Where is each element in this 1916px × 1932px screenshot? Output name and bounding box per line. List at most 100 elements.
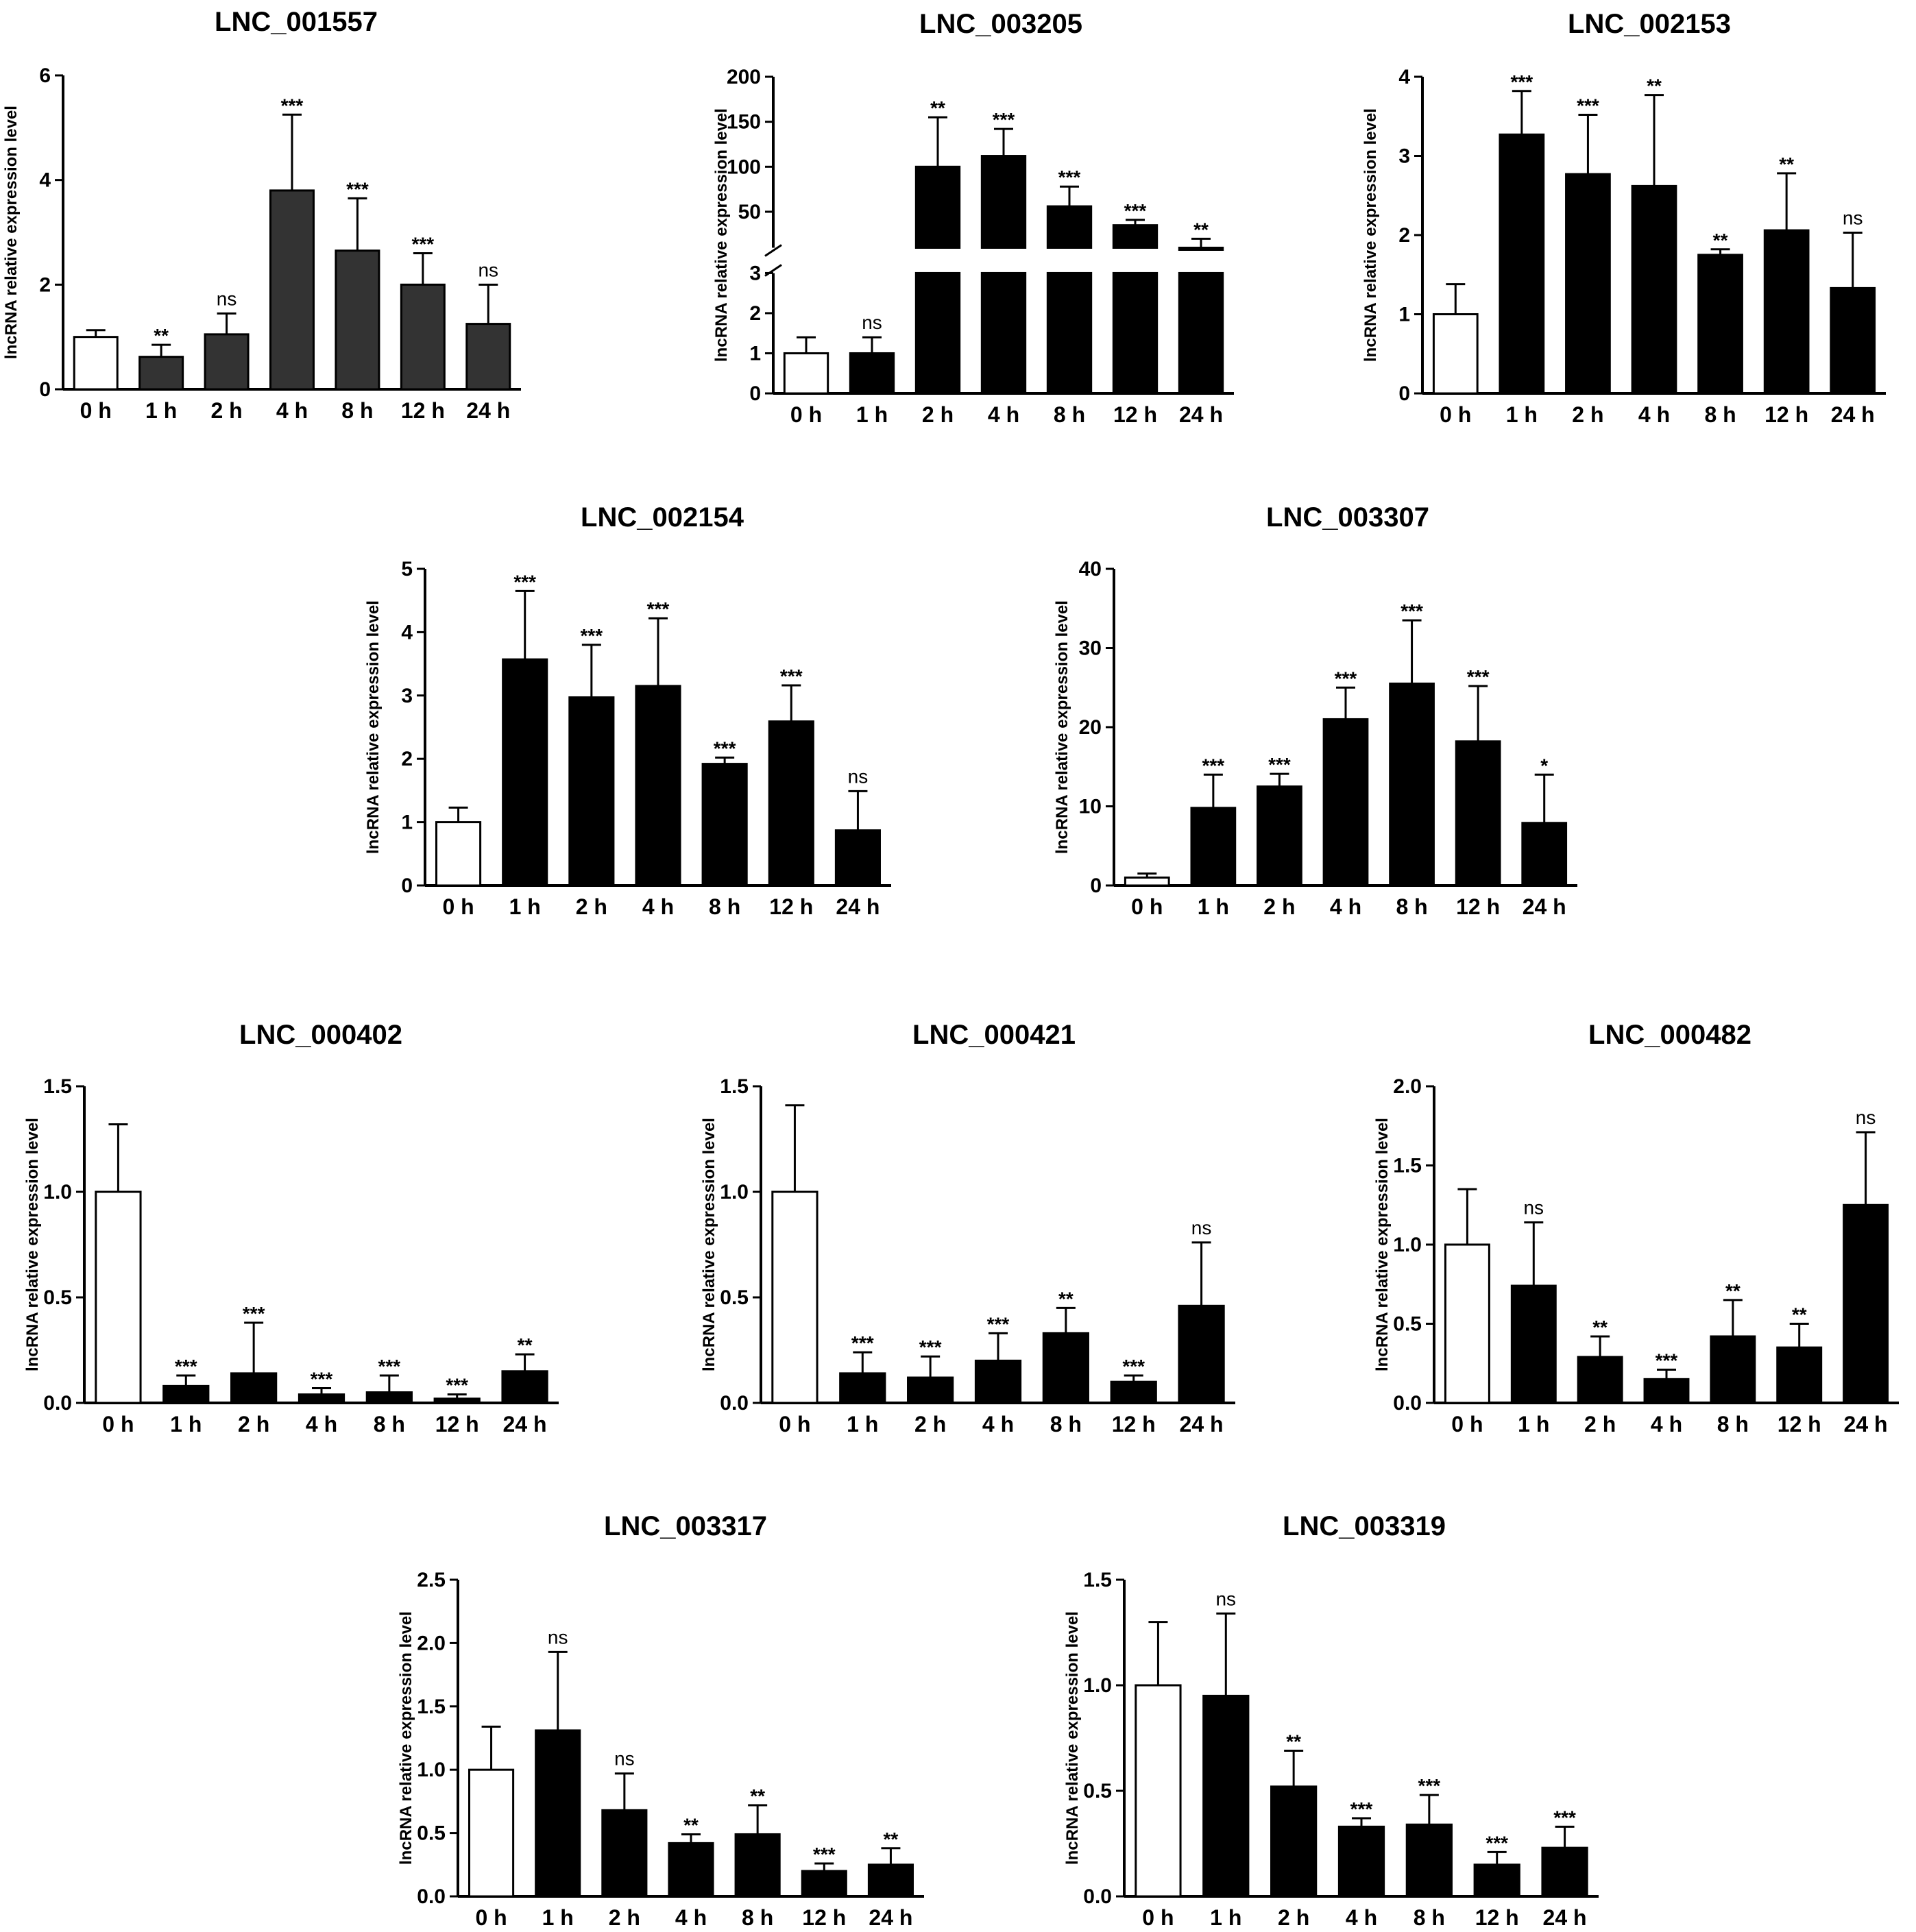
y-axis-label: lncRNA relative expression level bbox=[2, 106, 21, 359]
x-tick-label: 1 h bbox=[509, 894, 541, 919]
x-tick-label: 0 h bbox=[779, 1412, 810, 1436]
chart-panel: 0.0 0.5 1.0 1.5 LNC_000421 lncRNA relative ex… bbox=[700, 1020, 1235, 1436]
y-axis-label: lncRNA relative expression level bbox=[397, 1611, 415, 1865]
chart-panel: 0 10 20 30 40 LNC_003307 lncRNA relative expre… bbox=[1053, 502, 1577, 919]
y-tick-label: 20 bbox=[1079, 716, 1102, 739]
bar bbox=[1565, 173, 1611, 395]
y-tick-label: 1.0 bbox=[1083, 1674, 1112, 1697]
y-tick-label: 3 bbox=[401, 685, 413, 707]
chart-title: LNC_003319 bbox=[1283, 1511, 1446, 1541]
y-tick-label: 0.0 bbox=[43, 1392, 72, 1415]
bar bbox=[1843, 1203, 1889, 1404]
chart-panel: 0.0 0.5 1.0 1.5 2.0 LNC_000482 lncRNA relative… bbox=[1373, 1020, 1899, 1436]
significance-label: ns bbox=[548, 1626, 568, 1648]
y-tick-label: 1.0 bbox=[720, 1181, 749, 1203]
significance-label: *** bbox=[1656, 1349, 1678, 1371]
bar bbox=[1178, 1304, 1225, 1404]
y-tick-label: 0.5 bbox=[43, 1286, 72, 1309]
x-tick-label: 12 h bbox=[802, 1905, 846, 1930]
significance-label: ns bbox=[1191, 1217, 1212, 1238]
significance-label: *** bbox=[581, 625, 603, 646]
bar-lower bbox=[1178, 271, 1224, 395]
x-tick-label: 2 h bbox=[238, 1412, 269, 1436]
significance-label: *** bbox=[1124, 200, 1147, 221]
bar bbox=[1710, 1335, 1756, 1404]
x-tick-label: 24 h bbox=[1844, 1412, 1888, 1436]
chart-title: LNC_003317 bbox=[604, 1511, 767, 1541]
x-tick-label: 1 h bbox=[1506, 402, 1538, 427]
x-tick-label: 0 h bbox=[1440, 402, 1471, 427]
y-tick-label: 0.5 bbox=[417, 1822, 446, 1845]
bar bbox=[734, 1833, 781, 1898]
bar bbox=[907, 1376, 954, 1404]
bar bbox=[73, 336, 119, 391]
y-axis-label: lncRNA relative expression level bbox=[700, 1118, 718, 1371]
significance-label: *** bbox=[1058, 167, 1081, 188]
y-tick-label: 0 bbox=[1398, 382, 1410, 405]
bar-upper bbox=[980, 155, 1027, 249]
bar bbox=[1473, 1863, 1520, 1898]
y-tick-label: 4 bbox=[39, 169, 51, 192]
y-tick-label: 30 bbox=[1079, 637, 1102, 660]
x-tick-label: 2 h bbox=[210, 398, 242, 423]
x-tick-label: 1 h bbox=[170, 1412, 202, 1436]
significance-label: *** bbox=[243, 1303, 265, 1324]
bar bbox=[95, 1190, 142, 1404]
x-tick-label: 8 h bbox=[1717, 1412, 1749, 1436]
x-tick-label: 0 h bbox=[475, 1905, 507, 1930]
x-tick-label: 8 h bbox=[742, 1905, 773, 1930]
x-tick-label: 24 h bbox=[1523, 894, 1566, 919]
bar bbox=[1455, 740, 1501, 887]
x-tick-label: 24 h bbox=[1543, 1905, 1587, 1930]
x-tick-label: 24 h bbox=[466, 398, 510, 423]
bar bbox=[768, 720, 814, 887]
y-axis-label: lncRNA relative expression level bbox=[23, 1118, 42, 1371]
y-axis-label: lncRNA relative expression level bbox=[712, 108, 731, 362]
y-tick-label: 4 bbox=[401, 621, 413, 644]
bar bbox=[298, 1393, 345, 1404]
bar bbox=[783, 352, 829, 395]
bar bbox=[1042, 1332, 1089, 1404]
x-tick-label: 2 h bbox=[1263, 894, 1295, 919]
chart-panel: 0 2 4 6 LNC_001557 lncRNA relative expression… bbox=[2, 7, 521, 423]
y-tick-label: 0 bbox=[39, 378, 51, 401]
bar bbox=[465, 323, 511, 391]
y-tick-label: 3 bbox=[1398, 145, 1410, 168]
x-tick-label: 12 h bbox=[1112, 1412, 1156, 1436]
y-tick-label: 2.0 bbox=[1393, 1075, 1422, 1098]
x-tick-label: 8 h bbox=[1414, 1905, 1445, 1930]
bar bbox=[568, 696, 615, 887]
bar bbox=[1405, 1823, 1453, 1898]
bar bbox=[433, 1397, 481, 1404]
y-tick-label: 4 bbox=[1398, 66, 1410, 88]
chart-panel: 0 1 2 3 4 5 LNC_002154 lncRNA relative expressi… bbox=[364, 502, 891, 919]
significance-label: ns bbox=[1856, 1107, 1876, 1128]
x-tick-label: 8 h bbox=[1396, 894, 1427, 919]
y-axis-label: lncRNA relative expression level bbox=[1053, 600, 1071, 854]
chart-title: LNC_003205 bbox=[919, 9, 1082, 39]
significance-label: *** bbox=[446, 1375, 468, 1396]
bar bbox=[1110, 1380, 1157, 1404]
significance-label: *** bbox=[714, 737, 736, 759]
bar bbox=[138, 356, 184, 391]
significance-label: *** bbox=[346, 178, 369, 199]
significance-label: *** bbox=[1335, 668, 1357, 689]
significance-label: ** bbox=[1647, 75, 1662, 97]
bar bbox=[1499, 133, 1545, 395]
bar bbox=[335, 249, 380, 391]
y-tick-label: 5 bbox=[401, 558, 413, 580]
x-tick-label: 0 h bbox=[102, 1412, 134, 1436]
bar bbox=[502, 658, 548, 887]
bar bbox=[435, 821, 482, 887]
y-axis-label: lncRNA relative expression level bbox=[1373, 1118, 1392, 1371]
y-tick-label: 0.0 bbox=[417, 1885, 446, 1908]
bar bbox=[867, 1863, 914, 1898]
bar-upper bbox=[914, 165, 961, 249]
x-tick-label: 1 h bbox=[542, 1905, 574, 1930]
chart-title: LNC_001557 bbox=[215, 7, 378, 37]
x-tick-label: 1 h bbox=[145, 398, 177, 423]
bar bbox=[1521, 822, 1568, 887]
x-tick-label: 4 h bbox=[306, 1412, 337, 1436]
chart-panel: 0 1 2 3 4 LNC_002153 lncRNA relative expressio… bbox=[1361, 9, 1886, 427]
